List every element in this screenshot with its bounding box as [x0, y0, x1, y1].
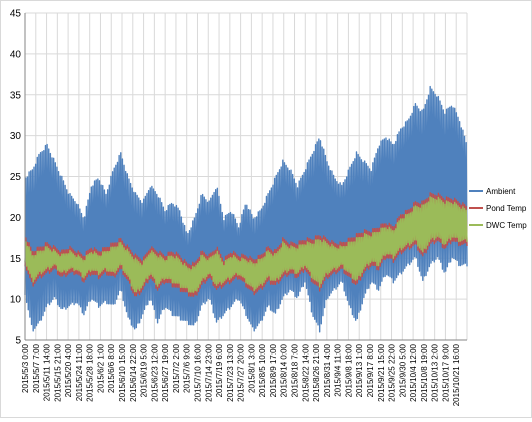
x-tick-label: 2015/7/2 2:00 — [172, 343, 181, 392]
x-tick-label: 2015/8/18 7:00 — [291, 343, 300, 397]
x-tick-label: 2015/7/10 16:00 — [193, 343, 202, 401]
x-tick-label: 2015/10/21 16:00 — [452, 343, 461, 406]
x-tick-label: 2015/5/15 21:00 — [53, 343, 62, 401]
x-tick-label: 2015/10/4 12:00 — [409, 343, 418, 401]
x-tick-label: 2015/9/4 11:00 — [334, 343, 343, 396]
x-tick-label: 2015/8/31 4:00 — [323, 343, 332, 397]
x-tick-label: 2015/5/28 18:00 — [86, 343, 95, 401]
x-tick-label: 2015/9/13 1:00 — [355, 343, 364, 397]
y-tick-label: 35 — [10, 90, 22, 101]
x-tick-label: 2015/7/19 6:00 — [215, 343, 224, 397]
x-tick-label: 2015/9/8 18:00 — [344, 343, 353, 397]
legend: Ambient Pond Temp DWC Temp — [469, 187, 527, 230]
x-tick-label: 2015/5/24 11:00 — [75, 343, 84, 401]
x-tick-label: 2015/5/3 0:00 — [21, 343, 30, 392]
legend-label: DWC Temp — [486, 221, 527, 230]
y-tick-label: 25 — [10, 172, 22, 183]
x-tick-label: 2015/8/1 3:00 — [247, 343, 256, 392]
x-tick-label: 2015/7/23 13:00 — [226, 343, 235, 401]
x-tick-label: 2015/6/2 1:00 — [96, 343, 105, 392]
x-tick-label: 2015/5/7 7:00 — [32, 343, 41, 392]
y-tick-label: 40 — [10, 49, 22, 60]
x-tick-label: 2015/7/27 20:00 — [237, 343, 246, 401]
x-tick-label: 2015/9/25 22:00 — [388, 343, 397, 401]
legend-label: Ambient — [486, 187, 516, 196]
x-tick-labels: 2015/5/3 0:00 2015/5/7 7:00 2015/5/11 14:0… — [21, 343, 461, 406]
x-tick-label: 2015/6/19 5:00 — [140, 343, 149, 397]
x-tick-label: 2015/8/22 14:00 — [301, 343, 310, 401]
x-tick-label: 2015/9/30 5:00 — [398, 343, 407, 397]
x-tick-label: 2015/8/9 17:00 — [269, 343, 278, 397]
x-tick-label: 2015/5/11 14:00 — [43, 343, 52, 401]
x-tick-label: 2015/10/17 9:00 — [441, 343, 450, 401]
axes — [24, 13, 467, 341]
x-tick-label: 2015/8/26 21:00 — [312, 343, 321, 401]
y-tick-label: 5 — [15, 336, 21, 347]
series-line-ambient — [24, 85, 468, 333]
x-tick-label: 2015/6/6 8:00 — [107, 343, 116, 392]
series-line-pond-temp — [24, 192, 468, 297]
x-tick-label: 2015/8/5 10:00 — [258, 343, 267, 397]
y-tick-label: 20 — [10, 213, 22, 224]
x-tick-label: 2015/10/8 19:00 — [420, 343, 429, 401]
y-tick-label: 30 — [10, 131, 22, 142]
y-tick-labels: 5 10 15 20 25 30 35 40 45 — [10, 9, 22, 347]
x-tick-label: 2015/8/14 0:00 — [280, 343, 289, 397]
x-tick-label: 2015/6/14 22:00 — [129, 343, 138, 401]
legend-label: Pond Temp — [486, 204, 527, 213]
x-tick-label: 2015/6/10 15:00 — [118, 343, 127, 401]
series-line-dwc-temp — [24, 196, 468, 293]
y-tick-label: 15 — [10, 254, 22, 265]
x-tick-label: 2015/9/21 15:00 — [377, 343, 386, 401]
x-tick-label: 2015/9/17 8:00 — [366, 343, 375, 397]
x-tick-label: 2015/7/14 23:00 — [204, 343, 213, 401]
x-tick-label: 2015/5/20 4:00 — [64, 343, 73, 397]
x-tick-label: 2015/6/23 12:00 — [150, 343, 159, 401]
y-tick-label: 45 — [10, 9, 22, 20]
x-tick-label: 2015/6/27 19:00 — [161, 343, 170, 401]
y-tick-label: 10 — [10, 295, 22, 306]
x-tick-label: 2015/7/6 9:00 — [183, 343, 192, 392]
series-layer — [24, 85, 468, 333]
x-tick-label: 2015/10/13 2:00 — [431, 343, 440, 401]
